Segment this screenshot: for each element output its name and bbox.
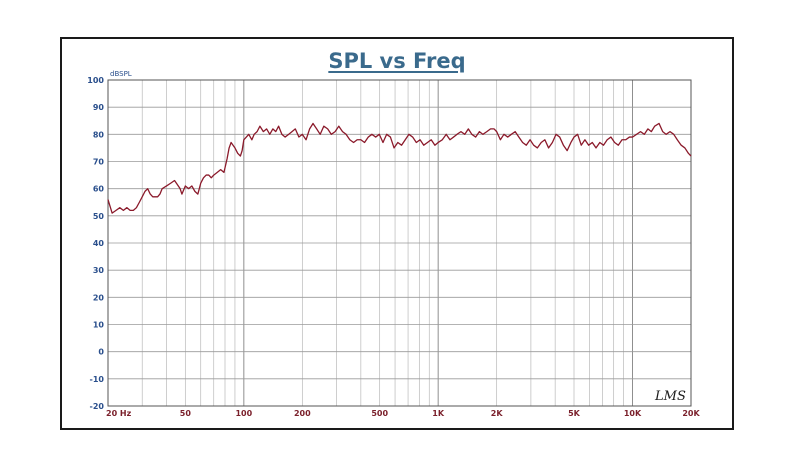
plot-border xyxy=(107,79,692,407)
y-tick-label: -20 xyxy=(90,402,105,411)
x-tick-label: 500 xyxy=(371,409,388,418)
y-tick-label: 90 xyxy=(93,103,105,112)
x-tick-label: 1K xyxy=(432,409,445,418)
series-layer xyxy=(107,122,692,214)
x-tick-label: 10K xyxy=(624,409,642,418)
x-tick-label: 100 xyxy=(235,409,252,418)
x-tick-label: 2K xyxy=(491,409,504,418)
y-tick-label: -10 xyxy=(90,375,105,384)
y-tick-label: 0 xyxy=(98,348,104,357)
x-tick-label: 20K xyxy=(682,409,700,418)
x-tick-label: 200 xyxy=(294,409,311,418)
x-tick-label: 5K xyxy=(568,409,581,418)
x-tick-label: 50 xyxy=(180,409,192,418)
spl-line xyxy=(107,122,692,214)
y-tick-label: 30 xyxy=(93,266,105,275)
y-tick-label: 20 xyxy=(93,293,105,302)
y-tick-label: 100 xyxy=(87,76,104,85)
lms-logo: LMS xyxy=(654,389,686,404)
grid xyxy=(108,79,691,407)
chart-title: SPL vs Freq xyxy=(328,49,466,73)
y-tick-label: 80 xyxy=(93,130,105,139)
axes xyxy=(107,79,692,407)
y-tick-label: 60 xyxy=(93,185,105,194)
y-tick-label: 70 xyxy=(93,158,105,167)
y-tick-label: 50 xyxy=(93,212,105,221)
x-tick-label: 20 Hz xyxy=(106,409,132,418)
y-unit-label: dBSPL xyxy=(110,70,132,78)
y-tick-label: 10 xyxy=(93,321,105,330)
chart-frame: SPL vs Freq 100 90 80 70 60 50 40 30 20 10 0 -10 -20… xyxy=(60,37,734,430)
y-tick-label: 40 xyxy=(93,239,105,248)
